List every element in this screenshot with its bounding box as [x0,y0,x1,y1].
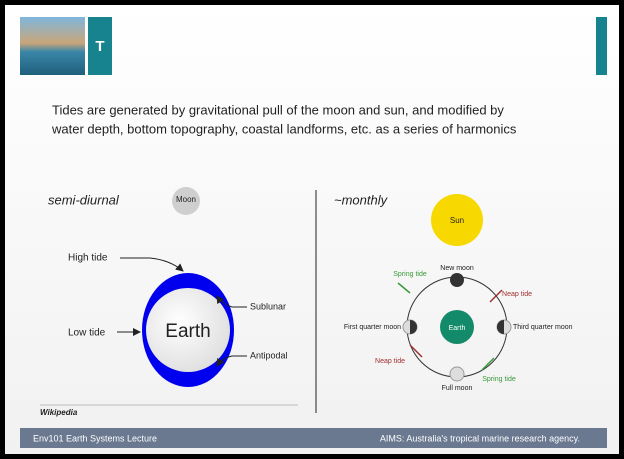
source: Wikipedia [40,408,78,417]
neap-tide-label: Neap tide [502,291,532,298]
title-bar-right [596,17,607,75]
sublunar-label: Sublunar [250,301,286,311]
footer-right: AIMS: Australia's tropical marine resear… [380,433,580,443]
right-heading: ~monthly [334,192,389,207]
earth-small-label: Earth [449,325,466,332]
new-moon-label: New moon [440,265,474,272]
new-moon [450,273,464,287]
first-quarter-label: First quarter moon [344,324,401,331]
earth-label: Earth [165,321,210,342]
full-moon [450,367,464,381]
body-line: Tides are generated by gravitational pul… [52,102,504,117]
spring-tide-label: Spring tide [393,271,427,278]
low-tide-label: Low tide [68,328,106,339]
body-line: water depth, bottom topography, coastal … [51,121,517,136]
third-quarter-label: Third quarter moon [513,324,573,331]
high-tide-label: High tide [68,253,108,264]
footer-left: Env101 Earth Systems Lecture [33,433,157,443]
neap-tide-label: Neap tide [375,358,405,365]
title: T [95,38,104,55]
spring-tide-label: Spring tide [482,376,516,383]
left-heading: semi-diurnal [48,192,120,207]
page: T Tides are generated by gravitational p… [0,0,624,459]
antipodal-label: Antipodal [250,350,288,360]
slide: T Tides are generated by gravitational p… [0,0,624,459]
sun-label: Sun [450,216,464,225]
photo [20,17,85,75]
full-moon-label: Full moon [442,385,473,392]
moon-label: Moon [176,195,196,204]
